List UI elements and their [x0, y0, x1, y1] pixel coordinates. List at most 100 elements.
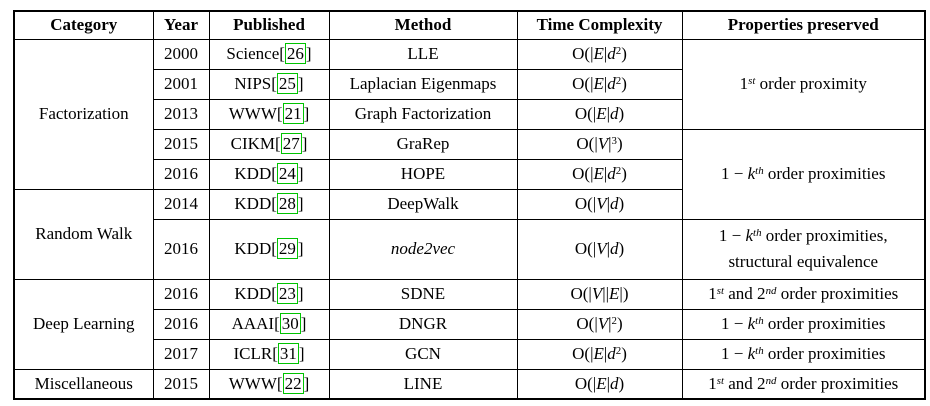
method-name: DNGR: [398, 313, 448, 333]
math-token: O(|: [576, 133, 598, 153]
math-token: |: [608, 313, 612, 333]
math-token: order proximities: [763, 163, 886, 183]
math-token: order proximities,: [761, 225, 888, 245]
published-cell: CIKM[27]: [208, 128, 330, 160]
math-token: k: [747, 313, 756, 333]
year-cell: 2000: [152, 38, 210, 70]
table-row: 2013 WWW[21] Graph Factorization O(|E|d): [14, 98, 925, 130]
math-token: |: [606, 373, 610, 393]
math-token: 2: [615, 74, 622, 87]
citation-link[interactable]: 26: [284, 42, 306, 65]
math-token: V: [597, 133, 609, 153]
properties-cell: 1 − kth order proximities: [681, 338, 926, 370]
citation-bracket-close: ]: [297, 163, 304, 183]
math-token: V: [591, 283, 603, 303]
math-token: O(|: [572, 73, 594, 93]
complexity-cell: O(|V||E|): [516, 278, 683, 310]
math-token: V: [597, 313, 609, 333]
column-header-time-complexity: Time Complexity: [516, 10, 683, 40]
method-cell: Graph Factorization: [328, 98, 518, 130]
math-token: ): [621, 73, 627, 93]
math-token: O(|: [572, 343, 594, 363]
math-token: d: [609, 373, 619, 393]
math-token: V: [596, 193, 607, 213]
year-cell: 2015: [152, 368, 210, 400]
published-cell: ICLR[31]: [208, 338, 330, 370]
table-row: Deep Learning 2016 KDD[23] SDNE O(|V||E|) 1st…: [13, 278, 926, 370]
published-cell: WWW[21]: [208, 98, 330, 130]
citation-link[interactable]: 22: [282, 372, 304, 395]
citation-bracket-close: ]: [300, 313, 307, 333]
citation-bracket-close: ]: [303, 373, 310, 393]
table-header: Category Year Published Method Time Complexi…: [13, 10, 926, 40]
citation-link[interactable]: 24: [276, 162, 298, 185]
math-token: order proximity: [755, 73, 867, 93]
math-token: th: [753, 226, 762, 239]
citation-link[interactable]: 29: [276, 237, 298, 260]
citation-bracket-open: [: [271, 163, 277, 183]
method-cell: GCN: [328, 338, 518, 370]
math-token: E: [593, 73, 604, 93]
citation-bracket-open: [: [271, 193, 277, 213]
method-cell: SDNE: [328, 278, 518, 310]
table-row: Miscellaneous 2015 WWW[22] LINE O(|E|d) 1st a…: [13, 368, 926, 400]
math-token: ): [621, 163, 627, 183]
math-token: E: [593, 343, 604, 363]
method-name: DeepWalk: [387, 193, 459, 213]
method-cell: LINE: [328, 368, 518, 400]
year-cell: 2017: [152, 338, 210, 370]
math-token: E: [609, 283, 620, 303]
category-cell: Miscellaneous: [13, 368, 154, 400]
citation-bracket-open: [: [274, 313, 280, 333]
citation-link[interactable]: 21: [282, 102, 304, 125]
venue-text: ICLR: [233, 343, 273, 363]
venue-text: KDD: [234, 283, 272, 303]
citation-link[interactable]: 28: [276, 192, 298, 215]
math-token: k: [747, 163, 756, 183]
math-token: th: [755, 164, 764, 177]
citation-bracket-open: [: [271, 238, 277, 258]
column-header-category: Category: [13, 10, 154, 40]
method-cell: DNGR: [328, 308, 518, 340]
math-token: ): [618, 373, 625, 393]
math-token: O(|: [574, 238, 597, 258]
math-token: 2: [615, 164, 622, 177]
math-token: and 2: [724, 373, 766, 393]
math-token: 1 −: [721, 313, 748, 333]
table-body: Factorization 2000 Science[26] LLE O(|E|d2) 1…: [13, 38, 926, 400]
citation-link[interactable]: 31: [277, 342, 299, 365]
citation-link[interactable]: 23: [276, 282, 298, 305]
citation-bracket-close: ]: [297, 193, 304, 213]
column-header-published: Published: [208, 10, 330, 40]
properties-cell: 1st order proximity: [681, 38, 926, 130]
published-cell: AAAI[30]: [208, 308, 330, 340]
citation-bracket-close: ]: [297, 283, 304, 303]
citation-link[interactable]: 27: [280, 132, 302, 155]
header-row: Category Year Published Method Time Complexi…: [13, 10, 926, 40]
math-token: 1 −: [721, 163, 748, 183]
math-token: d: [609, 103, 619, 123]
citation-link[interactable]: 25: [276, 72, 298, 95]
math-token: ): [618, 238, 625, 258]
year-cell: 2016: [152, 218, 210, 280]
math-token: |: [606, 193, 610, 213]
complexity-cell: O(|V|d): [516, 218, 683, 280]
citation-bracket-close: ]: [298, 343, 305, 363]
math-token: st: [716, 284, 725, 297]
math-token: ||: [602, 283, 610, 303]
math-token: ): [621, 343, 627, 363]
math-token: order proximities: [763, 343, 886, 363]
table-row: 2015 CIKM[27] GraRep O(|V|3) 1 − kth order p…: [14, 128, 926, 220]
complexity-cell: O(|V|3): [516, 128, 683, 160]
method-name: GCN: [405, 343, 441, 363]
math-token: E: [593, 43, 604, 63]
math-token: order proximities: [776, 283, 899, 303]
properties-cell: 1 − kth order proximities: [681, 308, 926, 340]
method-name: LINE: [403, 373, 443, 393]
citation-link[interactable]: 30: [279, 312, 301, 335]
complexity-cell: O(|V|2): [516, 308, 683, 340]
complexity-cell: O(|E|d2): [516, 68, 683, 100]
category-cell: Factorization: [13, 38, 154, 190]
method-cell: HOPE: [328, 158, 518, 190]
year-cell: 2013: [152, 98, 210, 130]
